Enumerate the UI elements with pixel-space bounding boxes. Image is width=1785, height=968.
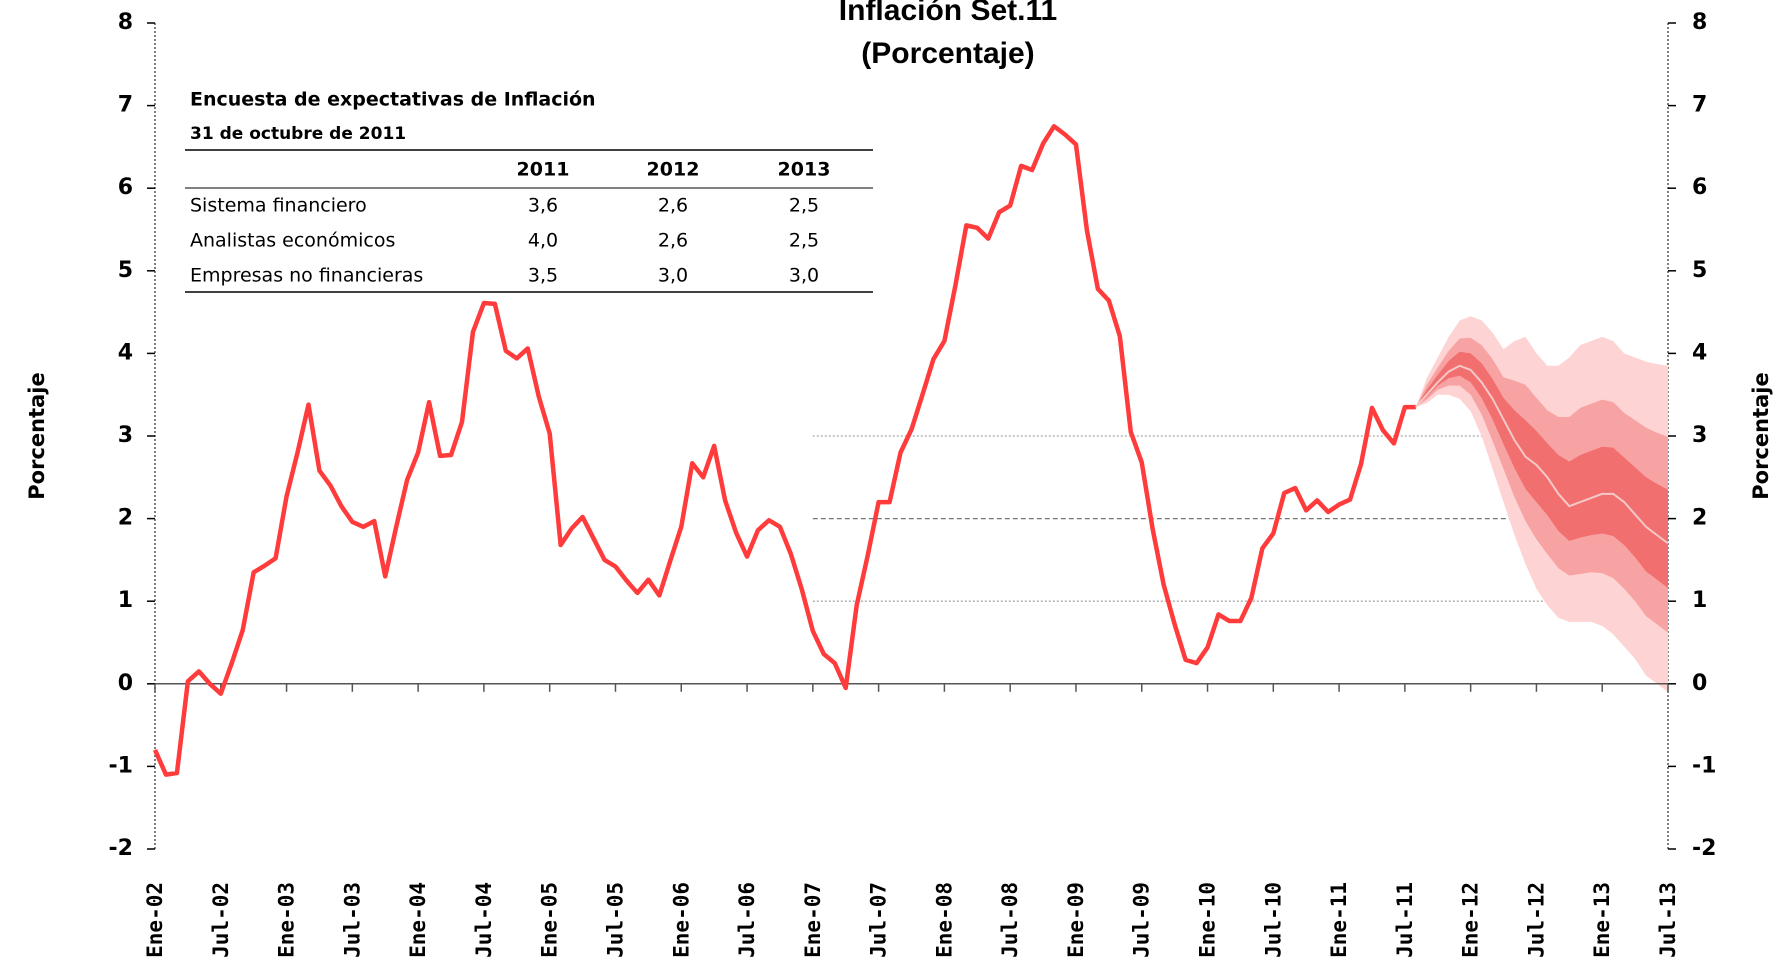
x-tick-label: Jul-07 (867, 882, 891, 958)
y2-tick-label: -2 (1692, 836, 1716, 861)
table-cell: 2,5 (789, 230, 819, 252)
x-tick-label: Ene-13 (1590, 882, 1614, 958)
y2-tick-label: -1 (1692, 753, 1716, 778)
table-row-label: Empresas no financieras (190, 265, 423, 287)
table-title: Encuesta de expectativas de Inflación (190, 89, 596, 111)
table-cell: 3,5 (528, 265, 558, 287)
table-cell: 3,0 (789, 265, 819, 287)
y-tick-label: 7 (118, 93, 133, 118)
y-tick-label: 6 (118, 175, 133, 200)
table-cell: 2,6 (658, 230, 688, 252)
x-tick-label: Ene-05 (538, 882, 562, 958)
x-tick-label: Jul-06 (735, 882, 759, 958)
y-tick-label: 3 (118, 423, 133, 448)
y2-tick-label: 0 (1692, 671, 1707, 696)
x-tick-label: Ene-07 (801, 882, 825, 958)
table-cell: 3,0 (658, 265, 688, 287)
y2-tick-label: 1 (1692, 588, 1707, 613)
y2-tick-label: 3 (1692, 423, 1707, 448)
y-tick-label: 8 (118, 10, 133, 35)
x-tick-label: Ene-12 (1459, 882, 1483, 958)
y-tick-label: 2 (118, 506, 133, 531)
x-tick-label: Jul-04 (472, 882, 496, 958)
y2-tick-label: 5 (1692, 258, 1707, 283)
x-tick-label: Ene-03 (275, 882, 299, 958)
chart-subtitle: (Porcentaje) (861, 37, 1034, 70)
table-cell: 2,6 (658, 195, 688, 217)
x-tick-label: Jul-05 (603, 882, 627, 958)
x-tick-label: Ene-10 (1196, 882, 1220, 958)
y-tick-label: 5 (118, 258, 133, 283)
table-row-label: Sistema financiero (190, 195, 367, 217)
y2-axis-title: Porcentaje (1749, 372, 1773, 499)
table-cell: 4,0 (528, 230, 558, 252)
y-tick-label: -2 (109, 836, 133, 861)
x-tick-label: Ene-09 (1064, 882, 1088, 958)
y-tick-label: -1 (109, 753, 133, 778)
x-tick-label: Jul-12 (1524, 882, 1548, 958)
y-tick-label: 1 (118, 588, 133, 613)
series-line (1415, 364, 1669, 545)
table-column-header: 2011 (517, 159, 570, 181)
x-tick-label: Ene-04 (406, 882, 430, 958)
y2-tick-label: 2 (1692, 506, 1707, 531)
y2-tick-label: 8 (1692, 10, 1707, 35)
y2-tick-label: 6 (1692, 175, 1707, 200)
x-tick-label: Jul-02 (209, 882, 233, 958)
x-tick-label: Jul-11 (1393, 882, 1417, 958)
y-tick-label: 4 (118, 340, 133, 365)
x-tick-label: Ene-06 (669, 882, 693, 958)
table-column-header: 2013 (778, 159, 831, 181)
table-cell: 2,5 (789, 195, 819, 217)
x-tick-label: Ene-11 (1327, 882, 1351, 958)
x-tick-label: Jul-08 (998, 882, 1022, 958)
table-column-header: 2012 (647, 159, 700, 181)
x-tick-label: Ene-08 (932, 882, 956, 958)
series-line (152, 124, 1416, 777)
y-tick-label: 0 (118, 671, 133, 696)
table-row-label: Analistas económicos (190, 230, 395, 252)
x-tick-label: Jul-13 (1656, 882, 1680, 958)
x-tick-label: Ene-02 (143, 882, 167, 958)
x-tick-label: Jul-10 (1261, 882, 1285, 958)
table-cell: 3,6 (528, 195, 558, 217)
x-tick-label: Jul-03 (340, 882, 364, 958)
y2-tick-label: 4 (1692, 340, 1707, 365)
x-tick-label: Jul-09 (1130, 882, 1154, 958)
y-axis-title: Porcentaje (25, 372, 49, 499)
chart-title: Inflación Set.11 (839, 0, 1057, 27)
y2-tick-label: 7 (1692, 93, 1707, 118)
table-subtitle: 31 de octubre de 2011 (190, 124, 406, 144)
